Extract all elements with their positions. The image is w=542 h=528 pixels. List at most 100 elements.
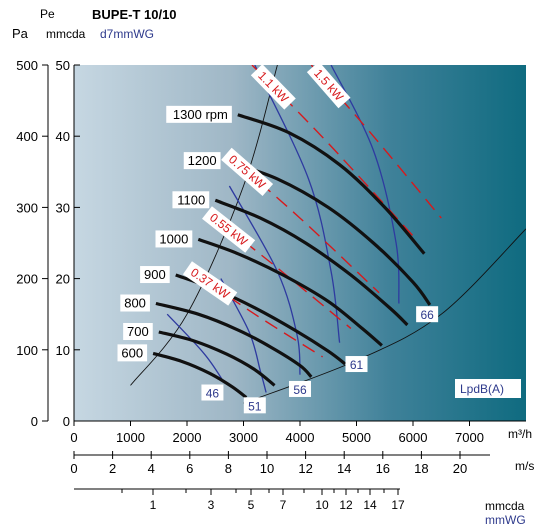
flow-tick-label: 6000 <box>399 430 428 445</box>
velocity-tick-label: 18 <box>414 461 428 476</box>
flow-tick-label: 2000 <box>173 430 202 445</box>
lpd-label: LpdB(A) <box>460 382 504 396</box>
rpm-label-800: 800 <box>124 296 146 311</box>
noise-label-box-56 <box>289 380 311 397</box>
rpm-curve-1100 <box>214 198 409 327</box>
bottom-pressure-tick-label: 3 <box>208 498 215 512</box>
rpm-label-box-1300-rpm <box>166 105 232 123</box>
rpm-curve-1000 <box>197 237 383 347</box>
bottom-mmwg-label: mmWG <box>485 513 526 527</box>
rpm-label-box-600 <box>117 344 148 362</box>
noise-label-56: 56 <box>293 383 307 397</box>
velocity-tick-label: 20 <box>453 461 467 476</box>
flow-axis: 0 1000 2000 3000 4000 5000 6000 7000 <box>70 420 526 445</box>
rpm-curve-1200 <box>226 159 432 306</box>
noise-curve-46 <box>166 313 225 383</box>
rpm-label-box-800 <box>120 294 150 312</box>
power-line-0-37-kw <box>192 270 323 358</box>
velocity-tick-label: 8 <box>225 461 232 476</box>
velocity-tick-label: 6 <box>186 461 193 476</box>
rpm-curve-1300-rpm <box>237 113 426 255</box>
rpm-curve-700 <box>158 330 276 387</box>
velocity-unit-label: m/s <box>515 459 534 473</box>
rpm-label-1200: 1200 <box>188 153 217 168</box>
power-line-0-55-kw <box>209 213 352 329</box>
mmcda-axis-label: mmcda <box>46 27 86 41</box>
pe-axis-label: Pe <box>40 7 55 21</box>
velocity-tick-label: 2 <box>109 461 116 476</box>
noise-label-66: 66 <box>420 308 434 322</box>
noise-curve-56 <box>228 185 301 375</box>
pa-tick-label: 0 <box>31 414 38 429</box>
power-label-box-1-5-kw <box>306 61 351 109</box>
velocity-tick-label: 4 <box>148 461 155 476</box>
noise-curve-51 <box>220 278 267 393</box>
velocity-tick-label: 10 <box>260 461 274 476</box>
noise-label-51: 51 <box>248 399 262 413</box>
mm-tick-label: 10 <box>56 343 70 358</box>
mm-tick-label: 40 <box>56 129 70 144</box>
velocity-tick-label: 16 <box>376 461 390 476</box>
pa-tick-label: 200 <box>16 272 38 287</box>
bottom-pressure-tick-label: 1 <box>150 498 157 512</box>
lpd-label-box <box>455 379 521 398</box>
bottom-pressure-axis: 1 3 5 7 10 12 14 17 <box>74 488 405 512</box>
flow-unit-label: m³/h <box>508 427 532 441</box>
bottom-pressure-tick-label: 5 <box>248 498 255 512</box>
rpm-label-1300-rpm: 1300 rpm <box>173 107 228 122</box>
mmwg-axis-label: d7mmWG <box>100 27 154 41</box>
rpm-label-box-900 <box>140 266 170 284</box>
flow-tick-label: 1000 <box>116 430 145 445</box>
bottom-pressure-tick-label: 12 <box>339 498 353 512</box>
power-label-box-0-75-kw <box>221 147 274 197</box>
left-axis-ticks: 0 100 200 300 400 500 0 10 20 30 40 50 <box>16 58 80 429</box>
rpm-label-box-1000 <box>155 230 193 248</box>
pa-tick-label: 500 <box>16 58 38 73</box>
mm-tick-label: 50 <box>56 58 70 73</box>
rpm-label-600: 600 <box>121 345 143 360</box>
noise-label-46: 46 <box>206 387 220 401</box>
power-label-box-0-37-kw <box>182 261 238 306</box>
bottom-pressure-tick-label: 7 <box>280 498 287 512</box>
noise-label-box-66 <box>416 306 439 323</box>
rpm-label-900: 900 <box>144 267 166 282</box>
noise-label-box-61 <box>345 356 368 373</box>
pa-tick-label: 100 <box>16 343 38 358</box>
power-label-box-0-55-kw <box>202 206 256 253</box>
mm-tick-label: 20 <box>56 272 70 287</box>
bottom-pressure-tick-label: 10 <box>315 498 329 512</box>
mm-tick-label: 0 <box>63 414 70 429</box>
noise-label-box-46 <box>201 384 224 401</box>
rpm-label-box-1200 <box>183 152 221 170</box>
rpm-label-box-700 <box>123 323 153 340</box>
flow-tick-label: 7000 <box>455 430 484 445</box>
rpm-label-1000: 1000 <box>159 231 188 246</box>
flow-tick-label: 3000 <box>229 430 258 445</box>
flow-tick-label: 0 <box>70 430 77 445</box>
velocity-tick-label: 14 <box>337 461 351 476</box>
bottom-pressure-tick-label: 14 <box>363 498 377 512</box>
rpm-label-700: 700 <box>127 324 149 339</box>
velocity-tick-label: 12 <box>298 461 312 476</box>
rpm-label-box-1100 <box>172 191 210 209</box>
rpm-curve-600 <box>152 351 248 399</box>
flow-tick-label: 4000 <box>286 430 315 445</box>
bottom-pressure-tick-label: 17 <box>391 498 405 512</box>
rpm-curve-800 <box>155 301 313 379</box>
pa-tick-label: 300 <box>16 200 38 215</box>
system-curve-left <box>130 65 278 386</box>
velocity-tick-label: 0 <box>70 461 77 476</box>
noise-label-box-51 <box>243 397 266 414</box>
mm-tick-label: 30 <box>56 200 70 215</box>
chart-title: BUPE-T 10/10 <box>92 7 177 22</box>
bottom-mmcda-label: mmcda <box>485 499 525 513</box>
velocity-axis: 0 2 4 6 8 10 12 14 16 18 20 <box>70 451 490 476</box>
rpm-label-1100: 1100 <box>177 192 205 207</box>
pa-axis-label: Pa <box>12 26 29 41</box>
power-label-box-1-1-kw <box>250 64 296 110</box>
noise-label-61: 61 <box>350 358 364 372</box>
pa-tick-label: 400 <box>16 129 38 144</box>
flow-tick-label: 5000 <box>342 430 371 445</box>
